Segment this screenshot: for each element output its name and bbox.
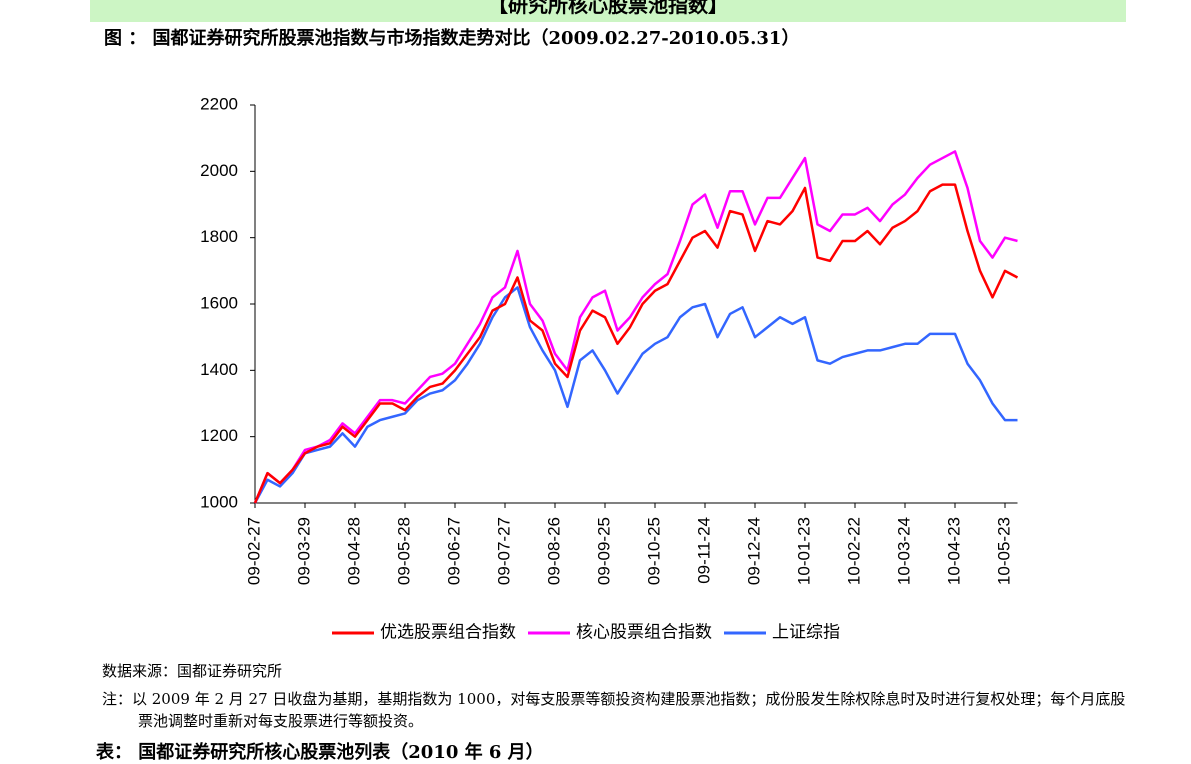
source-note: 数据来源：国都证券研究所 [102, 662, 283, 680]
x-tick-label: 09-04-28 [344, 517, 363, 585]
legend-label: 上证综指 [772, 622, 840, 641]
series-line [253, 150, 1018, 504]
chart: 1000 1200 1400 1600 1800 2000 2200 09-02-27 09-0… [200, 94, 1019, 641]
x-tick-label: 09-06-27 [444, 517, 463, 585]
legend-label: 优选股票组合指数 [380, 622, 516, 641]
y-tick-label: 1600 [200, 293, 238, 312]
figure-caption: 图 ： 国都证券研究所股票池指数与市场指数走势对比（2009.02.27-201… [104, 28, 800, 49]
y-tick-label: 1400 [200, 360, 238, 379]
series-line [253, 286, 1018, 504]
x-tick-label: 10-05-23 [994, 517, 1013, 585]
section-title: 【研究所核心股票池指数】 [488, 0, 728, 17]
x-tick-label: 09-12-24 [744, 517, 763, 585]
legend-label: 核心股票组合指数 [576, 622, 712, 641]
y-tick-label: 1800 [200, 227, 238, 246]
x-tick-label: 09-08-26 [544, 517, 563, 585]
y-tick-label: 1200 [200, 426, 238, 445]
y-tick-label: 2200 [200, 94, 238, 113]
y-tick-label: 1000 [200, 492, 238, 511]
series-line [253, 183, 1019, 504]
x-tick-label: 09-05-28 [394, 517, 413, 585]
x-tick-label: 10-03-24 [894, 517, 913, 585]
x-tick-label: 10-01-23 [794, 517, 813, 585]
x-tick-label: 09-07-27 [494, 517, 513, 585]
x-tick-label: 10-04-23 [944, 517, 963, 585]
x-tick-label: 09-11-24 [694, 517, 713, 584]
section-banner: 【研究所核心股票池指数】 [90, 0, 1126, 22]
table-caption: 表： 国都证券研究所核心股票池列表（2010 年 6 月） [96, 742, 544, 763]
y-tick-label: 2000 [200, 161, 238, 180]
x-tick-label: 09-03-29 [294, 517, 313, 585]
x-tick-label: 09-09-25 [594, 517, 613, 585]
x-tick-label: 09-10-25 [644, 517, 663, 585]
x-tick-label: 10-02-22 [844, 517, 863, 585]
footnote: 注：以 2009 年 2 月 27 日收盘为基期，基期指数为 1000，对每支股… [102, 690, 1126, 730]
x-tick-label: 09-02-27 [244, 517, 263, 585]
